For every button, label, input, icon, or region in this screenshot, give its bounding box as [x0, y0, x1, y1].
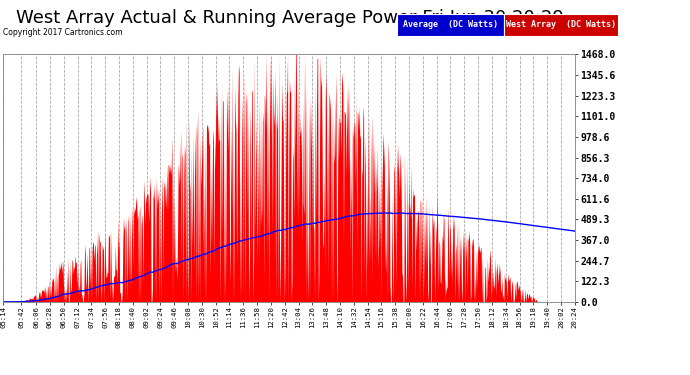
Text: West Array  (DC Watts): West Array (DC Watts): [506, 20, 615, 29]
Text: Average  (DC Watts): Average (DC Watts): [403, 20, 497, 29]
Text: West Array Actual & Running Average Power Fri Jun 30 20:29: West Array Actual & Running Average Powe…: [16, 9, 564, 27]
Text: Copyright 2017 Cartronics.com: Copyright 2017 Cartronics.com: [3, 28, 123, 37]
